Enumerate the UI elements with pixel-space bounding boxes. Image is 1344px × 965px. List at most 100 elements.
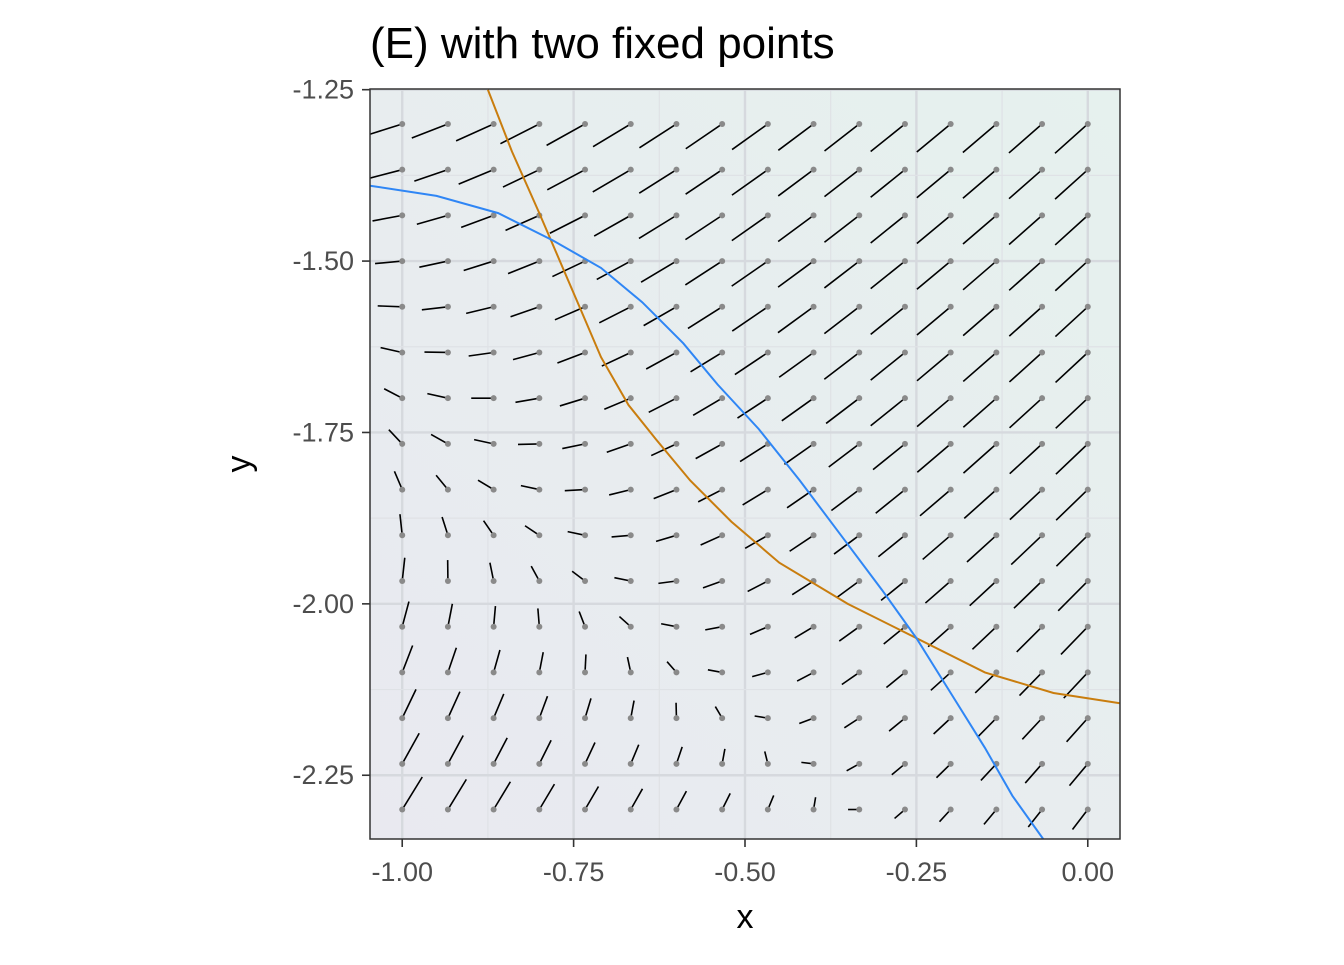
field-start-point <box>1039 167 1045 173</box>
field-start-point <box>491 624 497 630</box>
field-start-point <box>856 578 862 584</box>
field-start-point <box>719 212 725 218</box>
field-start-point <box>948 395 954 401</box>
field-start-point <box>811 167 817 173</box>
field-start-point <box>765 807 771 813</box>
y-tick-label: -1.75 <box>292 417 354 447</box>
field-start-point <box>765 578 771 584</box>
field-start-point <box>811 121 817 127</box>
field-start-point <box>628 441 634 447</box>
field-start-point <box>902 669 908 675</box>
field-start-point <box>993 395 999 401</box>
field-start-point <box>673 715 679 721</box>
field-start-point <box>673 487 679 493</box>
field-start-point <box>765 349 771 355</box>
field-start-point <box>1085 258 1091 264</box>
field-start-point <box>628 167 634 173</box>
field-start-point <box>1039 532 1045 538</box>
field-start-point <box>628 212 634 218</box>
field-start-point <box>399 395 405 401</box>
field-start-point <box>719 167 725 173</box>
field-start-point <box>902 212 908 218</box>
field-start-point <box>856 349 862 355</box>
field-start-point <box>628 349 634 355</box>
field-start-point <box>1085 212 1091 218</box>
field-start-point <box>536 487 542 493</box>
field-start-point <box>445 669 451 675</box>
field-start-point <box>1085 487 1091 493</box>
field-start-point <box>948 578 954 584</box>
field-start-point <box>673 212 679 218</box>
field-start-point <box>993 532 999 538</box>
field-start-point <box>719 578 725 584</box>
field-start-point <box>399 578 405 584</box>
field-start-point <box>582 578 588 584</box>
field-start-point <box>673 304 679 310</box>
field-start-point <box>445 578 451 584</box>
field-start-point <box>445 532 451 538</box>
field-start-point <box>765 624 771 630</box>
field-start-point <box>673 578 679 584</box>
field-start-point <box>491 532 497 538</box>
field-start-point <box>1039 761 1045 767</box>
field-start-point <box>765 532 771 538</box>
x-tick-label: 0.00 <box>1061 857 1114 887</box>
field-start-point <box>948 715 954 721</box>
field-start-point <box>719 761 725 767</box>
field-start-point <box>811 487 817 493</box>
field-start-point <box>536 807 542 813</box>
field-start-point <box>628 669 634 675</box>
field-start-point <box>856 167 862 173</box>
x-tick-label: -0.50 <box>714 857 776 887</box>
field-start-point <box>1085 304 1091 310</box>
field-start-point <box>948 167 954 173</box>
field-start-point <box>993 441 999 447</box>
field-start-point <box>536 441 542 447</box>
field-start-point <box>582 349 588 355</box>
field-start-point <box>948 487 954 493</box>
field-start-point <box>765 121 771 127</box>
field-start-point <box>1085 715 1091 721</box>
field-start-point <box>399 715 405 721</box>
field-start-point <box>765 761 771 767</box>
field-start-point <box>582 121 588 127</box>
field-start-point <box>445 167 451 173</box>
x-axis-label: x <box>737 898 754 936</box>
field-start-point <box>1039 258 1045 264</box>
field-start-point <box>628 121 634 127</box>
field-start-point <box>673 349 679 355</box>
field-start-point <box>536 258 542 264</box>
field-start-point <box>582 441 588 447</box>
field-start-point <box>719 441 725 447</box>
x-tick-label: -1.00 <box>371 857 433 887</box>
field-start-point <box>445 624 451 630</box>
field-start-point <box>628 761 634 767</box>
field-start-point <box>445 715 451 721</box>
field-start-point <box>582 487 588 493</box>
field-start-point <box>491 121 497 127</box>
field-start-point <box>1085 395 1091 401</box>
field-start-point <box>902 441 908 447</box>
field-start-point <box>628 304 634 310</box>
field-start-point <box>993 715 999 721</box>
field-start-point <box>399 121 405 127</box>
field-start-point <box>1085 532 1091 538</box>
field-start-point <box>902 395 908 401</box>
field-start-point <box>856 395 862 401</box>
field-start-point <box>856 715 862 721</box>
field-start-point <box>1085 624 1091 630</box>
field-start-point <box>811 761 817 767</box>
field-start-point <box>719 715 725 721</box>
field-start-point <box>491 578 497 584</box>
field-start-point <box>1039 304 1045 310</box>
field-start-point <box>1039 669 1045 675</box>
field-start-point <box>765 167 771 173</box>
y-tick-label: -2.25 <box>292 760 354 790</box>
field-start-point <box>993 167 999 173</box>
field-start-point <box>856 258 862 264</box>
field-start-point <box>673 532 679 538</box>
field-start-point <box>582 715 588 721</box>
field-start-point <box>902 349 908 355</box>
field-start-point <box>948 349 954 355</box>
field-start-point <box>856 121 862 127</box>
